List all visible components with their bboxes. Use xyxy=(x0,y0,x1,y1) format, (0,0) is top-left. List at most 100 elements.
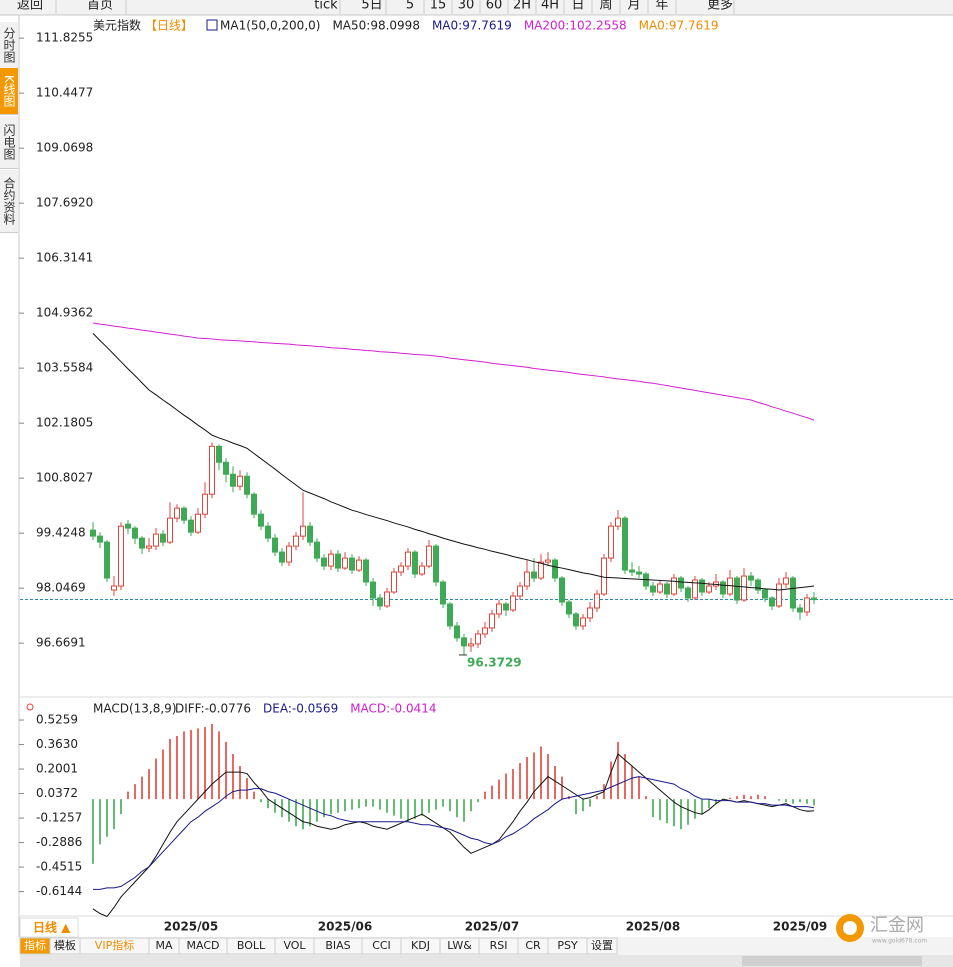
candle-body xyxy=(664,583,670,595)
tab-label[interactable]: RSI xyxy=(490,939,508,952)
toolbar-button[interactable]: 30 xyxy=(458,0,475,13)
candle-body xyxy=(804,597,810,613)
tab-label[interactable]: VIP指标 xyxy=(95,938,134,952)
tab-label[interactable]: 指标 xyxy=(24,938,46,952)
candle-body xyxy=(272,537,278,553)
candle-body xyxy=(447,603,453,627)
candle-body xyxy=(811,597,817,601)
toolbar xyxy=(0,0,953,15)
y-tick-label: 0.5259 xyxy=(36,713,78,727)
tab[interactable] xyxy=(586,937,618,955)
tab-label[interactable]: MA xyxy=(155,939,172,952)
tab-label[interactable]: PSY xyxy=(557,939,578,952)
sidebar-tab[interactable]: 合约资料 xyxy=(0,170,18,233)
toolbar-button[interactable]: 返回 xyxy=(17,0,43,13)
candle-body xyxy=(454,625,460,639)
sidebar-tab[interactable]: 分时图 xyxy=(0,22,18,69)
y-tick-label: -0.2886 xyxy=(36,835,82,849)
low-label: 96.3729 xyxy=(467,655,522,669)
candle-body xyxy=(279,551,285,563)
toolbar-button[interactable]: 日 xyxy=(571,0,584,13)
y-tick-label: 110.4477 xyxy=(36,86,93,100)
tab-label[interactable]: BOLL xyxy=(237,939,266,952)
x-tick-label: 2025/05 xyxy=(164,920,218,934)
tab-label[interactable]: CCI xyxy=(372,939,391,952)
tab-label[interactable]: 设置 xyxy=(591,939,613,952)
candle-body xyxy=(559,577,565,603)
candle-body xyxy=(286,545,292,563)
candle-body xyxy=(566,601,572,615)
candle-body xyxy=(426,545,432,567)
candle-body xyxy=(153,533,159,547)
y-tick-label: 104.9362 xyxy=(36,306,93,320)
tab-label[interactable]: LW& xyxy=(447,939,472,952)
toolbar-button[interactable]: 2H xyxy=(513,0,531,13)
candle-body xyxy=(671,577,677,595)
toolbar-button[interactable]: 周 xyxy=(599,0,612,13)
y-tick-label: 107.6920 xyxy=(36,196,93,210)
y-tick-label: 102.1805 xyxy=(36,416,93,430)
toolbar-button[interactable]: 年 xyxy=(655,0,668,13)
ma-line xyxy=(92,332,815,591)
scroll-thumb[interactable] xyxy=(742,956,922,966)
candle-body xyxy=(783,577,789,585)
candle-body xyxy=(776,583,782,607)
candle-body xyxy=(678,577,684,589)
tab-label[interactable]: CR xyxy=(525,939,541,952)
candle-body xyxy=(517,585,523,597)
candle-body xyxy=(489,613,495,629)
legend-entry: MA1(50,0,200,0) xyxy=(220,19,320,33)
toolbar-button[interactable]: 更多 xyxy=(707,0,733,13)
sidebar-tab[interactable]: K线图 xyxy=(0,68,18,115)
candle-body xyxy=(482,627,488,635)
candle-body xyxy=(139,537,145,549)
candle-body xyxy=(741,575,747,601)
candle-body xyxy=(601,557,607,595)
candle-body xyxy=(244,475,250,495)
toolbar-button[interactable]: 60 xyxy=(486,0,503,13)
candle-body xyxy=(90,529,96,537)
y-tick-label: -0.1257 xyxy=(36,811,82,825)
toolbar-button[interactable]: 首页 xyxy=(87,0,113,13)
candle-body xyxy=(685,587,691,599)
tab-label[interactable]: VOL xyxy=(283,939,306,952)
toolbar-button[interactable]: tick xyxy=(314,0,338,13)
toolbar-button[interactable]: 15 xyxy=(430,0,447,13)
candle-body xyxy=(748,575,754,581)
candle-body xyxy=(531,571,537,579)
candle-body xyxy=(580,617,586,627)
logo: 汇金网 xyxy=(870,915,924,936)
toolbar-button[interactable]: 4H xyxy=(541,0,559,13)
sidebar-tab[interactable]: 闪电图 xyxy=(0,116,18,169)
toolbar-button[interactable]: 5日 xyxy=(361,0,382,13)
macd-line xyxy=(92,753,815,918)
candle-body xyxy=(699,579,705,593)
candle-body xyxy=(412,551,418,575)
candle-body xyxy=(538,561,544,579)
toolbar-button[interactable]: 月 xyxy=(627,0,640,13)
candle-body xyxy=(188,519,194,533)
candle-body xyxy=(230,473,236,487)
tab-label[interactable]: BIAS xyxy=(325,939,350,952)
candle-body xyxy=(440,581,446,605)
toolbar-button[interactable]: 5 xyxy=(406,0,414,13)
candle-body xyxy=(251,493,257,515)
y-tick-label: 100.8027 xyxy=(36,471,93,485)
tab-label[interactable]: KDJ xyxy=(411,939,430,952)
tab-label[interactable]: 模板 xyxy=(54,938,76,952)
period[interactable]: 日线 ▲ xyxy=(33,920,71,935)
scrollbar xyxy=(20,955,953,967)
period-box[interactable] xyxy=(19,917,79,938)
tab-label[interactable]: MACD xyxy=(187,939,220,952)
settings-icon[interactable] xyxy=(26,703,34,711)
candle-body xyxy=(118,525,124,587)
candle-body xyxy=(328,553,334,567)
candle-body xyxy=(594,593,600,609)
y-tick-label: 103.5584 xyxy=(36,361,93,375)
y-tick-label: -0.4515 xyxy=(36,860,82,874)
legend-entry: MA0:97.7619 xyxy=(639,19,719,33)
candle-body xyxy=(237,475,243,487)
y-tick-label: 98.0469 xyxy=(36,581,86,595)
logo-url: www.gold678.com xyxy=(872,938,927,945)
